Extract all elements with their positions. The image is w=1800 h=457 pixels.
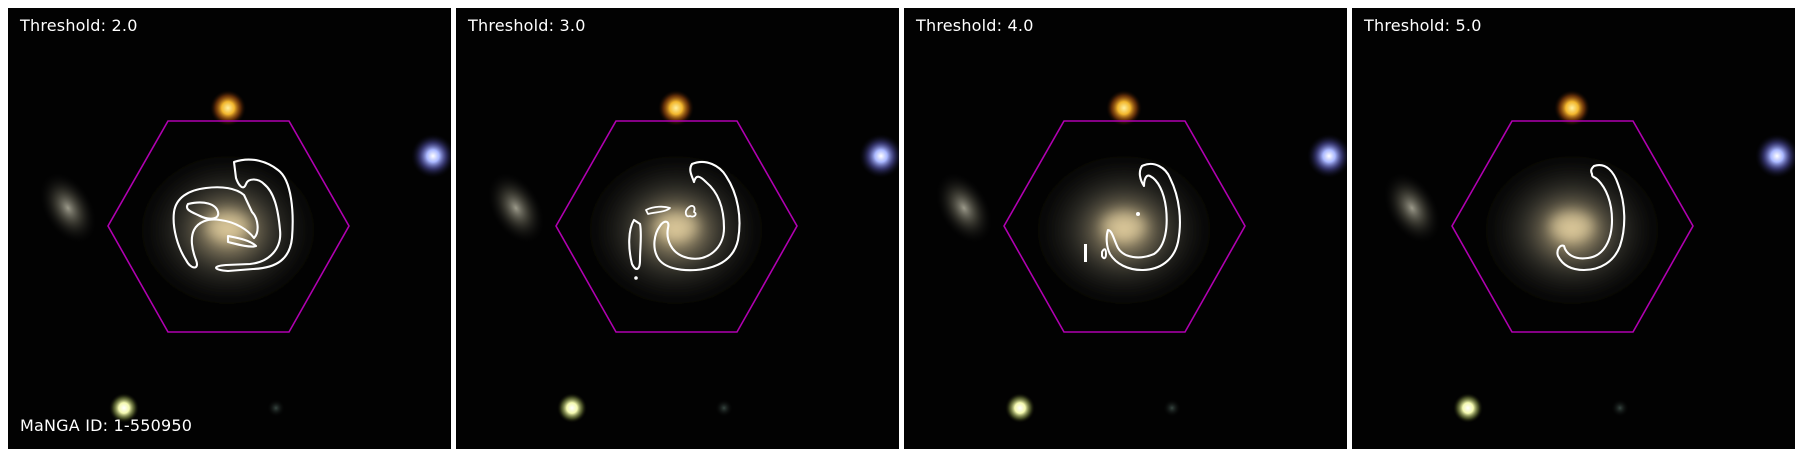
- manga-id-label: MaNGA ID: 1-550950: [20, 416, 193, 435]
- galaxy-image-threshold-4: [904, 8, 1347, 449]
- star-blue: [859, 134, 899, 178]
- background-galaxy-left: [487, 172, 545, 244]
- faint-source: [1611, 399, 1629, 417]
- galaxy-image-threshold-2: [8, 8, 451, 449]
- galaxy-image-threshold-5: [1352, 8, 1795, 449]
- arm-contour-outer: [1556, 164, 1626, 272]
- star-orange: [1554, 90, 1590, 126]
- arm-contour-bar: [226, 234, 258, 248]
- contour-dot: [1136, 212, 1140, 216]
- faint-source: [1163, 399, 1181, 417]
- arm-contour-spur: [1101, 248, 1107, 260]
- star-blue: [411, 134, 451, 178]
- panel-threshold-4: Threshold: 4.0: [904, 8, 1347, 449]
- star-blue: [1307, 134, 1347, 178]
- threshold-label: Threshold: 5.0: [1364, 16, 1482, 35]
- star-orange: [658, 90, 694, 126]
- threshold-label: Threshold: 4.0: [916, 16, 1034, 35]
- star-orange: [210, 90, 246, 126]
- faint-source: [715, 399, 733, 417]
- faint-source: [267, 399, 285, 417]
- arm-contour-outer: [1105, 162, 1181, 272]
- star-yellow: [109, 393, 139, 423]
- arm-contour-outer: [653, 160, 741, 272]
- galaxy-image-threshold-3: [456, 8, 899, 449]
- star-yellow: [1005, 393, 1035, 423]
- ifu-hexagon: [1451, 120, 1694, 333]
- contour-dot: [634, 276, 638, 280]
- panel-threshold-5: Threshold: 5.0: [1352, 8, 1795, 449]
- background-galaxy-left: [935, 172, 993, 244]
- arm-contour-left: [628, 218, 642, 270]
- ifu-hexagon: [555, 120, 798, 333]
- panel-threshold-3: Threshold: 3.0: [456, 8, 899, 449]
- threshold-label: Threshold: 3.0: [468, 16, 586, 35]
- star-yellow: [1453, 393, 1483, 423]
- arm-contour-fragment: [645, 205, 671, 215]
- ifu-hexagon: [1003, 120, 1246, 333]
- contour-bar-fragment: [1084, 244, 1087, 262]
- arm-contour-knot: [684, 205, 697, 218]
- star-orange: [1106, 90, 1142, 126]
- arm-contour-outer: [215, 158, 294, 273]
- arm-contour-inner: [172, 186, 259, 269]
- star-yellow: [557, 393, 587, 423]
- ifu-hexagon: [107, 120, 350, 333]
- threshold-label: Threshold: 2.0: [20, 16, 138, 35]
- background-galaxy-left: [1383, 172, 1441, 244]
- star-blue: [1755, 134, 1795, 178]
- panel-threshold-2: Threshold: 2.0 MaNGA ID: 1-550950: [8, 8, 451, 449]
- arm-contour-lower: [185, 201, 220, 220]
- background-galaxy-left: [39, 172, 97, 244]
